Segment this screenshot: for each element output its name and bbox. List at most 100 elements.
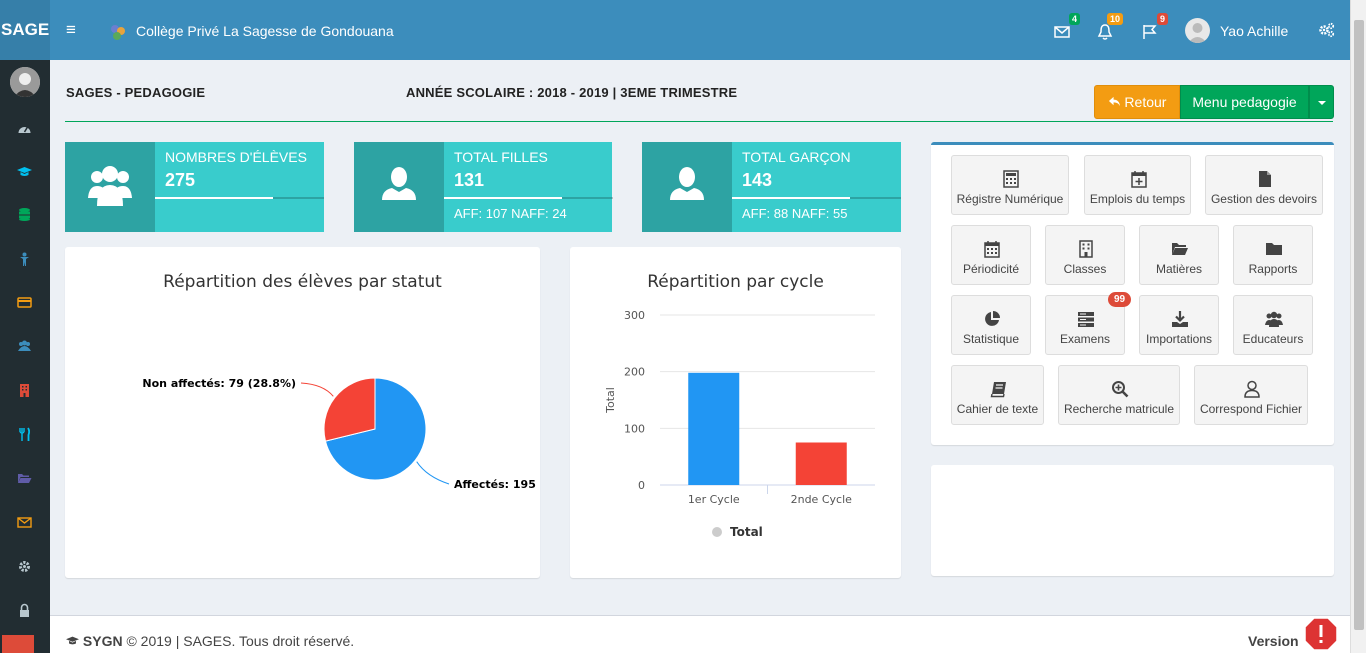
child-icon <box>20 252 29 266</box>
download-icon <box>1172 311 1188 327</box>
shortcut-tile-mati-res[interactable]: Matières <box>1139 225 1219 285</box>
shortcut-tile-correspond-fichier[interactable]: Correspond Fichier <box>1194 365 1308 425</box>
pie-slice[interactable] <box>324 377 427 481</box>
shortcut-tile-label: Importations <box>1145 332 1213 346</box>
sidebar-item-pedagogie[interactable] <box>0 157 50 187</box>
info-box-label: TOTAL GARÇON <box>742 149 851 165</box>
shortcut-tile-r-gistre-num-rique[interactable]: Régistre Numérique <box>951 155 1069 215</box>
shortcut-tile-classes[interactable]: Classes <box>1045 225 1125 285</box>
info-box-students: NOMBRES D'ÉLÈVES 275 <box>65 142 324 232</box>
scrollbar-thumb[interactable] <box>1354 20 1364 630</box>
sidebar-bottom-badge[interactable] <box>2 635 34 653</box>
graduation-cap-icon <box>66 636 79 645</box>
info-box-progress-fill <box>732 197 851 199</box>
alert-icon[interactable] <box>1303 616 1339 652</box>
footer-brand: SYGN <box>82 633 123 649</box>
shortcut-tile-cahier-de-texte[interactable]: Cahier de texte <box>951 365 1044 425</box>
tasks-badge: 9 <box>1156 13 1168 25</box>
shortcut-tile-p-riodicit[interactable]: Périodicité <box>951 225 1031 285</box>
shortcut-tile-label: Classes <box>1063 262 1107 276</box>
info-box-value: 131 <box>454 170 485 190</box>
tasks-button[interactable]: 9 <box>1138 13 1168 42</box>
folder-open-icon <box>18 474 32 483</box>
shortcut-tile-educateurs[interactable]: Educateurs <box>1233 295 1313 355</box>
shortcut-tile-statistique[interactable]: Statistique <box>951 295 1031 355</box>
bar-chart-title: Répartition par cycle <box>647 272 824 292</box>
search-plus-icon <box>1112 381 1129 398</box>
legend-label[interactable]: Total <box>730 525 763 539</box>
school-year: ANNÉE SCOLAIRE : 2018 - 2019 | 3EME TRIM… <box>406 85 738 100</box>
legend-marker[interactable] <box>712 527 722 537</box>
lock-icon <box>20 603 29 617</box>
database-icon <box>19 208 30 221</box>
page-scrollbar[interactable] <box>1350 0 1366 653</box>
sidebar-item-students[interactable] <box>0 245 50 275</box>
sidebar-toggle-button[interactable]: ≡ <box>66 20 76 39</box>
user-avatar <box>1185 18 1210 43</box>
sidebar-item-settings[interactable] <box>0 552 50 582</box>
notifications-badge: 10 <box>1106 13 1123 25</box>
sidebar-item-building[interactable] <box>0 376 50 406</box>
y-tick-label: 200 <box>624 366 645 379</box>
building-icon <box>20 384 29 397</box>
y-axis-label: Total <box>604 387 617 414</box>
gear-icon <box>19 561 30 572</box>
shortcut-tile-rapports[interactable]: Rapports <box>1233 225 1313 285</box>
back-button[interactable]: Retour <box>1094 85 1180 119</box>
sidebar-item-database[interactable] <box>0 200 50 230</box>
sidebar-item-users[interactable] <box>0 332 50 362</box>
info-box-label: NOMBRES D'ÉLÈVES <box>165 149 307 165</box>
sidebar-item-canteen[interactable] <box>0 420 50 450</box>
shortcut-tile-label: Rapports <box>1248 262 1298 276</box>
info-box-progress-fill <box>444 197 563 199</box>
shortcut-tile-label: Recherche matricule <box>1063 402 1175 416</box>
footer-copyright: SYGN © 2019 | SAGES. Tous droit réservé. <box>66 633 354 649</box>
pie-slice[interactable] <box>323 377 376 442</box>
info-box-boys: TOTAL GARÇON 143 AFF: 88 NAFF: 55 <box>642 142 901 232</box>
footer-text: © 2019 | SAGES. Tous droit réservé. <box>126 633 355 649</box>
pie-label-connector <box>300 382 334 397</box>
user-name: Yao Achille <box>1220 23 1289 39</box>
shortcut-tile-importations[interactable]: Importations <box>1139 295 1219 355</box>
bell-icon <box>1097 24 1113 40</box>
sidebar-item-messages[interactable] <box>0 508 50 538</box>
empty-panel <box>931 465 1334 576</box>
shortcut-tile-gestion-des-devoirs[interactable]: Gestion des devoirs <box>1205 155 1323 215</box>
app-logo[interactable]: SAGE <box>0 0 50 60</box>
menu-pedagogie-button[interactable]: Menu pedagogie <box>1180 85 1309 119</box>
messages-button[interactable]: 4 <box>1050 13 1080 42</box>
pie-slice-label: Non affectés: 79 (28.8%) <box>142 377 296 390</box>
info-box-progress-fill <box>155 197 274 199</box>
footer: SYGN © 2019 | SAGES. Tous droit réservé.… <box>50 615 1350 653</box>
bar[interactable] <box>688 372 740 485</box>
shortcut-tile-recherche-matricule[interactable]: Recherche matricule <box>1058 365 1180 425</box>
pie-chart-panel: Répartition des élèves par statut Affect… <box>65 247 540 578</box>
shortcut-tile-badge: 99 <box>1108 292 1132 307</box>
info-box-label: TOTAL FILLES <box>454 149 548 165</box>
messages-badge: 4 <box>1068 13 1080 25</box>
sidebar-item-finance[interactable] <box>0 288 50 318</box>
bar[interactable] <box>795 442 847 486</box>
menu-pedagogie-dropdown-toggle[interactable] <box>1309 85 1334 119</box>
sidebar-item-lock[interactable] <box>0 596 50 626</box>
calculator-icon <box>1003 170 1019 188</box>
header-divider <box>65 121 1333 122</box>
x-tick-label: 1er Cycle <box>688 493 740 506</box>
info-box-value: 143 <box>742 170 773 190</box>
bar-chart-panel: Répartition par cycle 0 100 200 300 Total 1er… <box>570 247 901 578</box>
info-box-icon <box>65 142 155 232</box>
pie-chart-icon <box>985 311 1000 326</box>
shortcut-tile-examens[interactable]: Examens <box>1045 295 1125 355</box>
sidebar-avatar[interactable] <box>10 67 40 97</box>
dashboard-icon <box>18 126 31 133</box>
user-icon <box>1244 380 1260 398</box>
shortcut-tile-label: Emplois du temps <box>1089 192 1186 206</box>
pie-label-connector <box>416 461 450 485</box>
shortcut-tile-emplois-du-temps[interactable]: Emplois du temps <box>1084 155 1191 215</box>
footer-version: Version <box>1248 633 1299 649</box>
gears-icon[interactable] <box>1317 21 1335 39</box>
folder-icon <box>1266 243 1282 255</box>
sidebar-item-dashboard[interactable] <box>0 115 50 145</box>
notifications-button[interactable]: 10 <box>1093 13 1123 42</box>
sidebar-item-files[interactable] <box>0 464 50 494</box>
